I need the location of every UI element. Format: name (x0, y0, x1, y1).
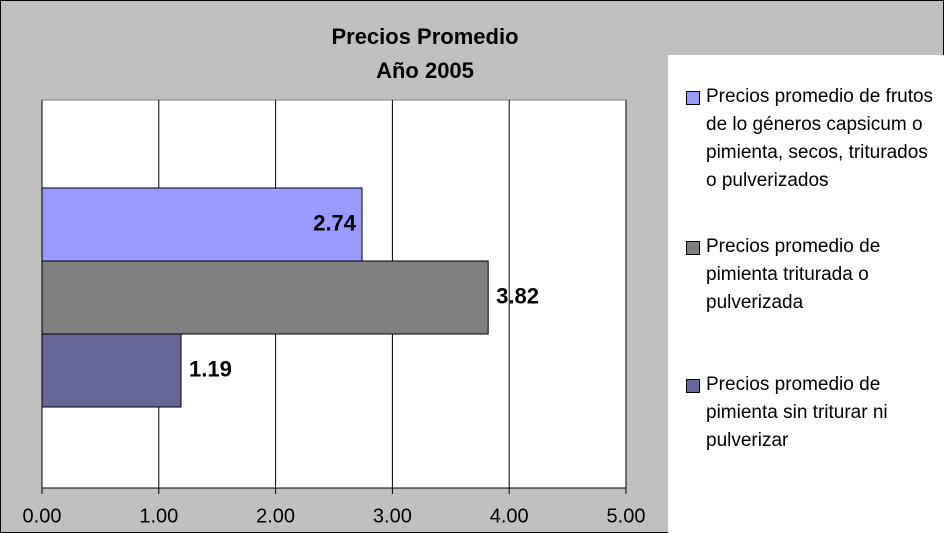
x-tick-label: 1.00 (139, 505, 178, 527)
x-tick-label: 3.00 (373, 505, 412, 527)
legend-swatch (686, 379, 700, 393)
bar (41, 260, 489, 335)
legend-label: Precios promedio de frutos de lo géneros… (706, 86, 934, 191)
data-label: 2.74 (313, 210, 357, 235)
data-label: 3.82 (496, 283, 539, 308)
chart-title: Precios Promedio (331, 24, 518, 49)
legend-entry: Precios promedio de pimienta sin tritura… (682, 371, 940, 455)
chart-subtitle: Año 2005 (376, 58, 474, 83)
x-tick-label: 4.00 (490, 505, 529, 527)
bar (41, 333, 182, 408)
legend-entry: Precios promedio de frutos de lo géneros… (682, 83, 940, 195)
data-label: 1.19 (189, 356, 232, 381)
legend-label: Precios promedio de pimienta triturada o… (706, 236, 881, 313)
x-tick-label: 5.00 (607, 505, 646, 527)
legend-swatch (686, 91, 700, 105)
x-tick-label: 2.00 (256, 505, 295, 527)
legend: Precios promedio de frutos de lo géneros… (668, 55, 944, 533)
legend-entry: Precios promedio de pimienta triturada o… (682, 233, 940, 317)
legend-swatch (686, 241, 700, 255)
legend-label: Precios promedio de pimienta sin tritura… (706, 374, 888, 451)
x-tick-label: 0.00 (23, 505, 62, 527)
